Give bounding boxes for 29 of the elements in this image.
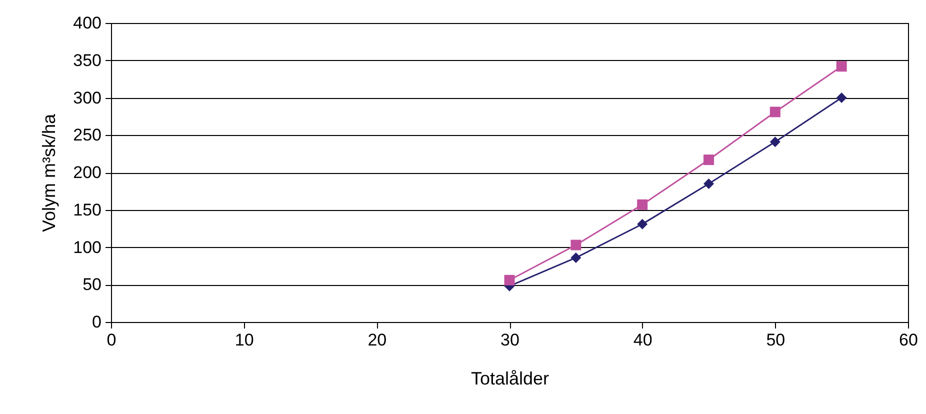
- x-tick-label: 10: [234, 330, 254, 350]
- y-tick-label: 0: [92, 312, 102, 332]
- point: [770, 136, 780, 148]
- y-tick-label: 50: [82, 275, 102, 294]
- point: [637, 218, 648, 230]
- x-tick-label: 20: [368, 330, 387, 350]
- x-tick-label: 60: [899, 330, 918, 350]
- point: [570, 252, 582, 263]
- y-tick-label: 300: [73, 88, 102, 108]
- point: [704, 178, 714, 189]
- x-axis-title: Totalålder: [470, 368, 550, 388]
- y-axis-title: Volym m³sk/ha: [39, 113, 60, 232]
- point: [704, 154, 714, 166]
- x-tick-label: 30: [500, 330, 520, 350]
- point: [570, 240, 582, 250]
- x-tick-label: 50: [766, 330, 786, 350]
- y-tick-label: 350: [73, 50, 102, 70]
- y-tick-label: 250: [73, 126, 102, 145]
- point: [836, 92, 847, 103]
- point: [504, 274, 515, 286]
- x-tick-label: 40: [633, 330, 652, 350]
- y-tick-label: 400: [73, 14, 102, 32]
- y-tick-label: 150: [73, 200, 102, 220]
- point: [836, 61, 847, 72]
- point: [770, 106, 780, 118]
- point: [637, 199, 648, 210]
- y-tick-label: 200: [73, 163, 102, 182]
- x-tick-label: 0: [106, 330, 116, 350]
- y-tick-label: 100: [73, 238, 102, 257]
